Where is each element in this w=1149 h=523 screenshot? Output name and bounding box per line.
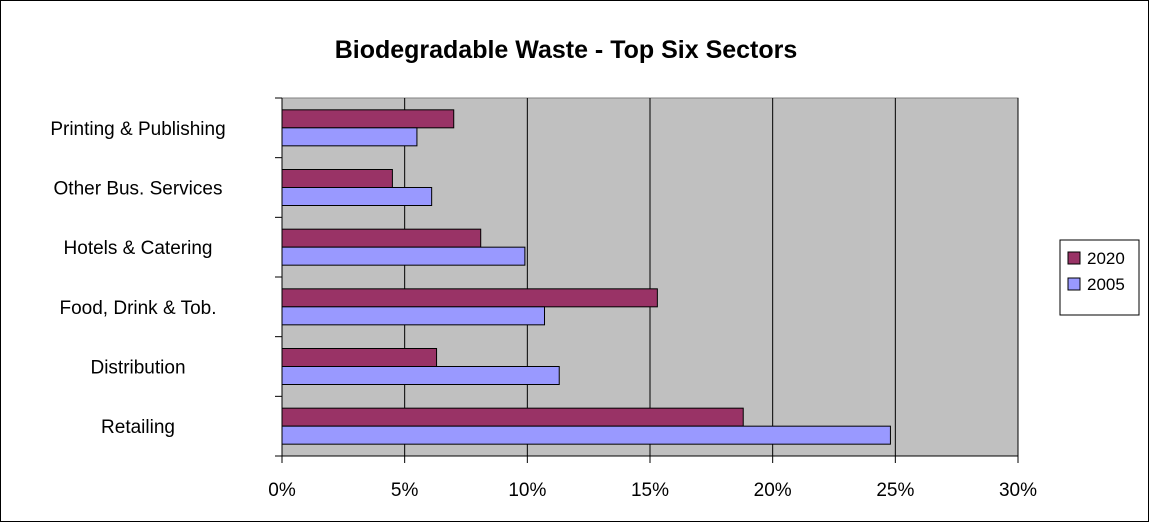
x-tick-label: 15%	[631, 480, 669, 501]
category-label: Distribution	[90, 358, 185, 379]
bar-2005-3	[281, 246, 526, 266]
x-tick-label: 5%	[391, 480, 419, 501]
legend: 2020 2005	[1059, 239, 1140, 316]
bar-2020-3	[281, 228, 482, 248]
bar-2005-2	[281, 187, 433, 206]
gridlines	[404, 98, 1019, 456]
bar-2020-5	[281, 348, 438, 367]
x-tick-label: 10%	[508, 480, 546, 501]
category-label: Printing & Publishing	[50, 119, 225, 140]
bar-2020-6	[281, 407, 744, 427]
x-tick-label: 0%	[268, 480, 296, 501]
category-label: Food, Drink & Tob.	[59, 298, 216, 319]
legend-label-2020: 2020	[1087, 249, 1125, 268]
bar-2005-1	[281, 127, 418, 147]
category-label: Retailing	[101, 417, 175, 438]
category-label: Other Bus. Services	[54, 179, 223, 200]
x-tick-label: 20%	[754, 480, 792, 501]
legend-label-2005: 2005	[1087, 275, 1125, 294]
bar-2005-6	[281, 425, 891, 445]
legend-swatch-2020	[1067, 251, 1081, 265]
tick-labels: 0% 5% 10% 15% 20% 25% 30%	[268, 480, 1037, 501]
bar-2020-1	[281, 109, 455, 129]
x-tick-label: 30%	[999, 480, 1037, 501]
bars	[281, 109, 891, 445]
bar-2020-2	[281, 169, 393, 188]
bar-2020-4	[281, 288, 658, 308]
x-tick-label: 25%	[876, 480, 914, 501]
category-label: Hotels & Catering	[64, 238, 213, 259]
legend-swatch-2005	[1067, 277, 1081, 291]
bar-2005-4	[281, 306, 546, 326]
chart-title: Biodegradable Waste - Top Six Sectors	[335, 36, 798, 64]
category-labels: Printing & Publishing Other Bus. Services…	[50, 119, 225, 438]
axes	[275, 97, 1019, 463]
bar-2005-5	[281, 366, 560, 385]
